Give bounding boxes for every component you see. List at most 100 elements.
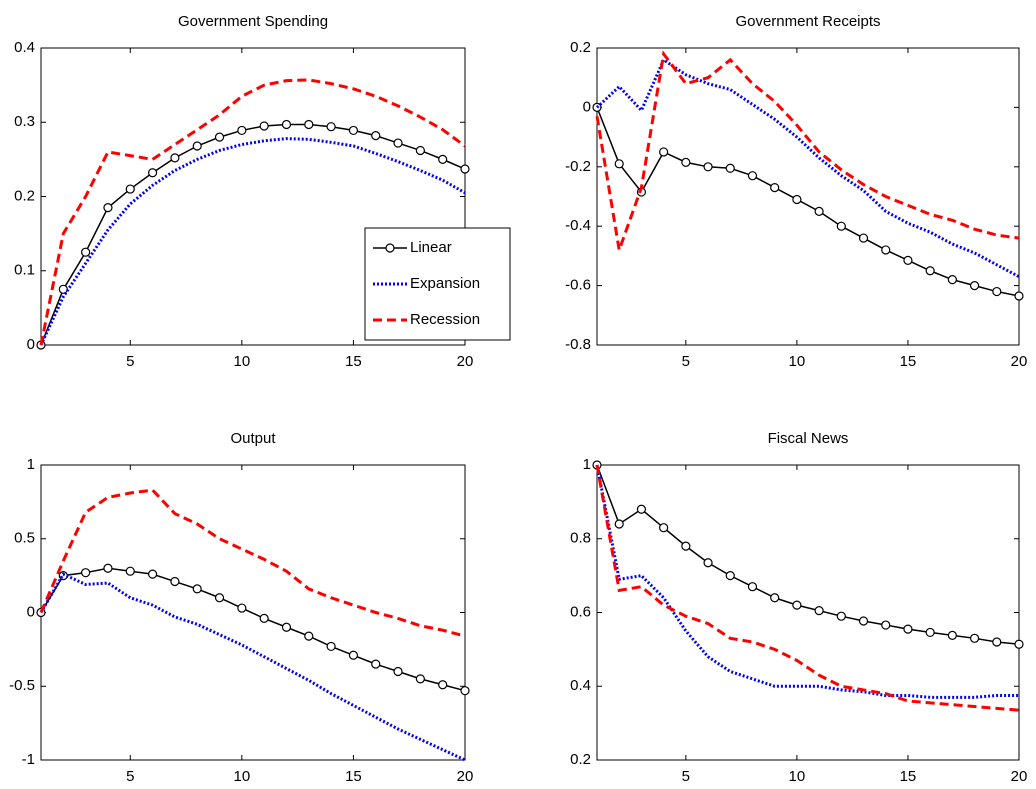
y-tick-label: 0.2 [570, 39, 591, 56]
marker [460, 164, 470, 174]
legend-label: Expansion [410, 275, 480, 292]
x-tick-label: 10 [789, 768, 806, 785]
marker [681, 541, 691, 551]
marker [703, 558, 713, 568]
marker [992, 637, 1002, 647]
marker [881, 620, 891, 630]
marker [460, 686, 470, 696]
marker [659, 523, 669, 533]
y-tick-label: -0.8 [565, 336, 591, 353]
marker [792, 600, 802, 610]
marker [304, 119, 314, 130]
series-line [596, 107, 1020, 297]
axes-frame [596, 47, 1020, 346]
x-tick-label: 15 [345, 768, 362, 785]
subplot: Fiscal News 5 10 15 20 0.2 0.4 0.6 0.8 1 [570, 430, 1027, 785]
subplot-title: Output [230, 430, 276, 447]
x-tick-label: 15 [900, 768, 917, 785]
marker [614, 159, 624, 169]
marker [415, 674, 425, 684]
marker [103, 563, 113, 573]
marker [925, 627, 935, 638]
y-tick-label: -0.5 [9, 677, 35, 694]
marker [858, 233, 869, 243]
subplot: Government Spending 5 10 15 20 0 0.1 0.2 0.3 0.4 L… [14, 13, 511, 370]
marker [836, 221, 846, 231]
marker [393, 666, 403, 677]
marker [192, 141, 202, 151]
marker [770, 182, 780, 193]
x-tick-label: 5 [126, 768, 134, 785]
marker [659, 147, 669, 157]
marker [281, 119, 292, 130]
series-line [39, 488, 466, 638]
marker [348, 125, 359, 136]
marker [192, 584, 202, 594]
y-tick-label: 0.5 [14, 530, 35, 547]
marker [681, 157, 691, 167]
marker [969, 633, 980, 643]
x-tick-label: 20 [1011, 353, 1028, 370]
marker [125, 184, 135, 194]
axes-frame [596, 464, 1020, 761]
series-line [39, 572, 466, 762]
y-tick-label: 0.4 [570, 677, 591, 694]
marker [326, 641, 336, 652]
marker [348, 650, 359, 660]
x-tick-label: 5 [682, 353, 690, 370]
y-tick-label: 0.4 [14, 39, 35, 56]
marker [814, 206, 824, 216]
marker [393, 138, 403, 148]
series-line [596, 464, 1020, 645]
marker [214, 132, 225, 142]
x-tick-label: 10 [233, 768, 250, 785]
marker [747, 171, 758, 181]
marker [858, 616, 869, 626]
marker [814, 606, 824, 616]
series-line [595, 50, 1020, 256]
marker [81, 568, 91, 578]
y-tick-label: 0.2 [14, 187, 35, 204]
marker [81, 247, 91, 257]
marker [304, 631, 314, 641]
marker [725, 163, 735, 173]
marker [1014, 639, 1024, 649]
marker [438, 154, 448, 164]
marker [969, 281, 980, 291]
marker [237, 125, 247, 136]
y-tick-label: 0 [583, 98, 591, 115]
x-tick-label: 10 [233, 353, 250, 370]
marker [614, 519, 624, 529]
series-line [595, 464, 1019, 699]
subplot-title: Government Spending [178, 13, 328, 30]
marker [125, 566, 135, 576]
marker [281, 622, 292, 632]
x-tick-label: 15 [900, 353, 917, 370]
series-line [595, 57, 1020, 279]
marker [103, 203, 113, 213]
y-tick-label: 0.2 [570, 751, 591, 768]
x-tick-label: 20 [1011, 768, 1028, 785]
marker [925, 266, 935, 276]
x-tick-label: 20 [457, 768, 474, 785]
marker [371, 131, 381, 141]
y-tick-label: 0.6 [570, 603, 591, 620]
y-tick-label: -0.2 [565, 158, 591, 175]
y-tick-label: 1 [27, 456, 35, 473]
marker [438, 680, 448, 690]
marker [371, 659, 381, 669]
legend-label: Linear [410, 239, 452, 256]
marker [1014, 291, 1024, 301]
marker [747, 582, 758, 592]
y-tick-label: 0.1 [14, 262, 35, 279]
marker [836, 611, 846, 621]
marker [903, 624, 913, 634]
y-tick-label: -0.4 [565, 217, 591, 234]
marker [636, 504, 647, 514]
y-tick-label: 1 [583, 456, 591, 473]
marker [725, 571, 735, 581]
y-tick-label: 0.8 [570, 530, 591, 547]
marker [237, 603, 247, 613]
legend-label: Recession [410, 311, 480, 328]
